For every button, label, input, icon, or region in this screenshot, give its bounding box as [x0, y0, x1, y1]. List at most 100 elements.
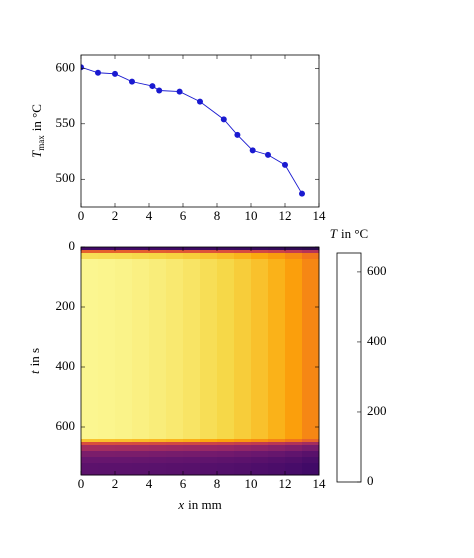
- plot-area: [81, 64, 305, 197]
- y-tick-label: 600: [56, 418, 76, 433]
- heatmap-cell: [217, 457, 235, 464]
- heatmap-cell: [149, 439, 167, 443]
- heatmap-cell: [149, 442, 167, 446]
- heatmap-cell: [285, 250, 303, 254]
- heatmap-cell: [81, 445, 99, 452]
- label-part: max: [36, 135, 46, 151]
- heatmap-cell: [234, 445, 252, 452]
- data-point: [249, 147, 256, 154]
- heatmap-cell: [166, 451, 184, 458]
- heatmap-cell: [166, 427, 184, 440]
- label-part: T: [330, 226, 338, 241]
- heatmap-cell: [251, 259, 269, 278]
- heatmap-cell: [268, 259, 286, 278]
- heatmap-cell: [200, 367, 218, 398]
- heatmap-cell: [149, 259, 167, 278]
- heatmap-cell: [98, 250, 116, 254]
- heatmap-cell: [268, 463, 286, 476]
- heatmap-cell: [183, 247, 201, 251]
- data-point: [265, 151, 271, 158]
- colorbar: [336, 252, 362, 483]
- heatmap-cell: [268, 439, 286, 443]
- heatmap-cell: [149, 397, 167, 428]
- heatmap-cell: [251, 277, 269, 308]
- x-tick-label: 12: [279, 476, 292, 491]
- heatmap-cell: [234, 247, 252, 251]
- heatmap-cell: [251, 445, 269, 452]
- data-point: [81, 64, 84, 71]
- heatmap-cell: [183, 253, 201, 260]
- heatmap-cell: [285, 451, 303, 458]
- heatmap-cell: [217, 442, 235, 446]
- heatmap-cell: [98, 451, 116, 458]
- heatmap-cell: [217, 307, 235, 338]
- heatmap-cell: [98, 337, 116, 368]
- heatmap-cell: [302, 457, 320, 464]
- heatmap-cell: [115, 337, 133, 368]
- heatmap-cell: [200, 451, 218, 458]
- x-axis-label: x in mm: [177, 497, 221, 512]
- heatmap-cell: [285, 397, 303, 428]
- heatmap-cell: [200, 307, 218, 338]
- heatmap-cell: [285, 277, 303, 308]
- heatmap-cell: [149, 463, 167, 476]
- heatmap-cell: [166, 277, 184, 308]
- y-tick-label: 600: [56, 59, 76, 74]
- heatmap-cell: [217, 397, 235, 428]
- heatmap-cell: [234, 250, 252, 254]
- heatmap-cell: [217, 427, 235, 440]
- heatmap-cell: [132, 445, 150, 452]
- heatmap-cell: [115, 445, 133, 452]
- heatmap-cell: [302, 367, 320, 398]
- heatmap-cell: [132, 397, 150, 428]
- data-point: [149, 83, 156, 90]
- heatmap-cell: [251, 367, 269, 398]
- data-point: [197, 98, 203, 105]
- heatmap-cell: [285, 457, 303, 464]
- heatmap-cell: [285, 445, 303, 452]
- heatmap-cell: [166, 367, 184, 398]
- heatmap-cell: [200, 247, 218, 251]
- heatmap-cell: [217, 337, 235, 368]
- heatmap-cell: [302, 445, 320, 452]
- y-tick-label: 500: [56, 170, 76, 185]
- heatmap-cell: [200, 277, 218, 308]
- heatmap-cell: [268, 445, 286, 452]
- heatmap-cell: [251, 442, 269, 446]
- heatmap-cell: [217, 277, 235, 308]
- heatmap-cell: [166, 250, 184, 254]
- heatmap-cell: [200, 457, 218, 464]
- label-part: in °C: [341, 226, 368, 241]
- x-tick-label: 12: [279, 208, 292, 223]
- heatmap-cell: [183, 445, 201, 452]
- heatmap-cell: [234, 307, 252, 338]
- data-point: [220, 116, 227, 123]
- x-tick-label: 14: [313, 476, 327, 491]
- label-part: in mm: [188, 497, 222, 512]
- heatmap-cell: [268, 427, 286, 440]
- heatmap-cell: [166, 307, 184, 338]
- heatmap-cell: [302, 277, 320, 308]
- heatmap-cell: [200, 439, 218, 443]
- y-tick-label: 200: [56, 298, 76, 313]
- heatmap-cell: [251, 307, 269, 338]
- heatmap-cell: [268, 457, 286, 464]
- heatmap-cell: [302, 451, 320, 458]
- heatmap-cell: [149, 451, 167, 458]
- heatmap-cell: [149, 307, 167, 338]
- heatmap-cell: [81, 337, 99, 368]
- heatmap-cell: [217, 250, 235, 254]
- heatmap-cell: [166, 247, 184, 251]
- heatmap-cell: [251, 247, 269, 251]
- heatmap-cell: [81, 463, 99, 476]
- heatmap-cell: [302, 307, 320, 338]
- heatmap: [81, 247, 320, 476]
- heatmap-cell: [98, 277, 116, 308]
- data-point: [112, 70, 118, 77]
- heatmap-cell: [98, 427, 116, 440]
- y-tick-label: 550: [56, 115, 76, 130]
- heatmap-cell: [183, 427, 201, 440]
- heatmap-cell: [183, 397, 201, 428]
- heatmap-cell: [302, 463, 320, 476]
- heatmap-cell: [268, 253, 286, 260]
